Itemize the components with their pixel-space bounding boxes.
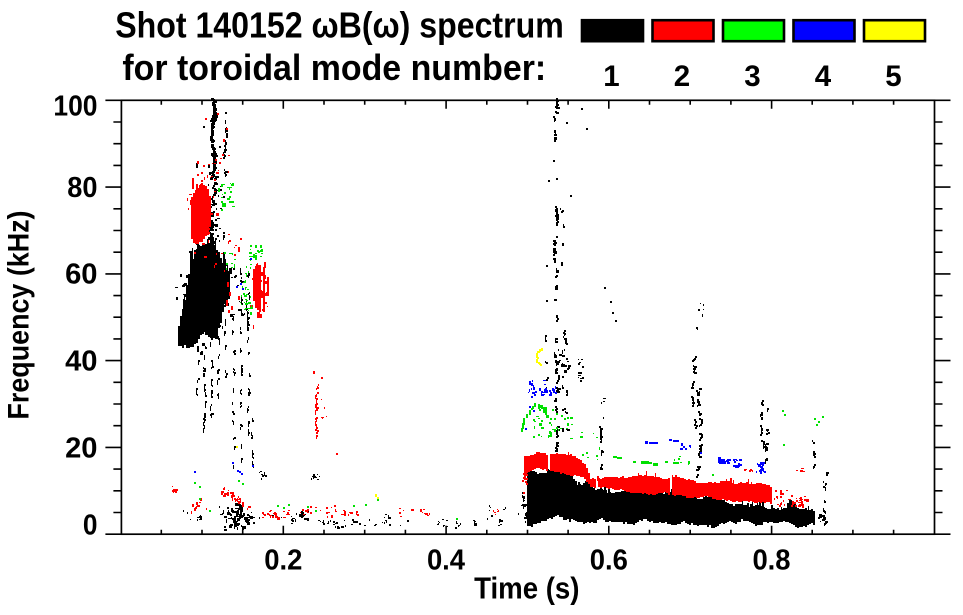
- svg-text:40: 40: [65, 346, 97, 378]
- svg-text:2: 2: [674, 60, 690, 93]
- svg-text:for toroidal mode number:: for toroidal mode number:: [122, 47, 546, 88]
- svg-text:Shot 140152 ωB(ω) spectrum: Shot 140152 ωB(ω) spectrum: [115, 4, 564, 45]
- svg-text:4: 4: [815, 60, 832, 93]
- svg-text:5: 5: [885, 60, 901, 93]
- svg-text:0: 0: [83, 510, 98, 542]
- svg-text:20: 20: [65, 432, 97, 464]
- svg-text:0.2: 0.2: [264, 544, 302, 576]
- svg-text:100: 100: [53, 91, 97, 123]
- svg-text:Frequency (kHz): Frequency (kHz): [3, 211, 36, 420]
- svg-text:0.6: 0.6: [590, 544, 628, 576]
- svg-text:80: 80: [67, 172, 97, 204]
- svg-text:Time (s): Time (s): [474, 570, 579, 605]
- svg-text:60: 60: [65, 259, 97, 291]
- svg-text:3: 3: [744, 60, 760, 93]
- svg-text:1: 1: [603, 60, 619, 93]
- svg-text:0.4: 0.4: [427, 544, 465, 576]
- svg-text:0.8: 0.8: [752, 544, 790, 576]
